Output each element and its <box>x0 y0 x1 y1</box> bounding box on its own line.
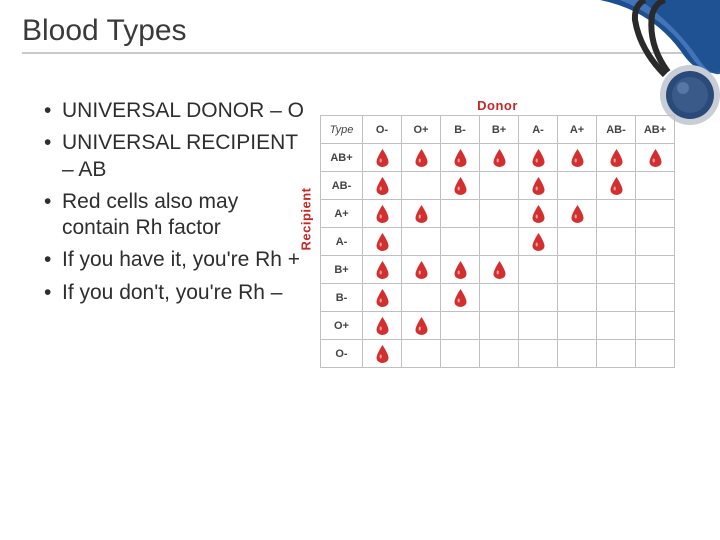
compat-cell <box>441 200 480 228</box>
compat-cell <box>402 284 441 312</box>
compat-cell <box>441 312 480 340</box>
compat-cell <box>402 228 441 256</box>
donor-column-header: B+ <box>480 116 519 144</box>
bullet-list: UNIVERSAL DONOR – O UNIVERSAL RECIPIENT –… <box>44 98 304 368</box>
compat-cell <box>558 228 597 256</box>
compat-cell <box>597 228 636 256</box>
compat-cell <box>558 200 597 228</box>
compat-cell <box>480 284 519 312</box>
list-item: If you have it, you're Rh + <box>44 247 304 273</box>
compat-cell <box>480 312 519 340</box>
compat-cell <box>519 340 558 368</box>
compat-cell <box>480 340 519 368</box>
compat-cell <box>519 256 558 284</box>
compat-cell <box>636 172 675 200</box>
donor-column-header: AB- <box>597 116 636 144</box>
compat-cell <box>441 256 480 284</box>
compat-cell <box>597 284 636 312</box>
donor-column-header: AB+ <box>636 116 675 144</box>
compat-cell <box>402 340 441 368</box>
compat-cell <box>636 340 675 368</box>
compat-cell <box>597 256 636 284</box>
recipient-row-header: AB- <box>321 172 363 200</box>
recipient-axis-label: Recipient <box>299 187 314 250</box>
donor-column-header: A+ <box>558 116 597 144</box>
compat-cell <box>363 312 402 340</box>
compat-cell <box>402 200 441 228</box>
compat-cell <box>363 256 402 284</box>
compat-cell <box>480 200 519 228</box>
recipient-row-header: O+ <box>321 312 363 340</box>
donor-column-header: A- <box>519 116 558 144</box>
compat-cell <box>636 200 675 228</box>
compat-cell <box>636 284 675 312</box>
content-area: UNIVERSAL DONOR – O UNIVERSAL RECIPIENT –… <box>0 60 720 368</box>
compat-cell <box>558 340 597 368</box>
compat-cell <box>480 228 519 256</box>
compat-cell <box>402 256 441 284</box>
compat-cell <box>558 256 597 284</box>
compat-cell <box>480 256 519 284</box>
compat-cell <box>441 340 480 368</box>
type-corner-cell: Type <box>321 116 363 144</box>
compat-cell <box>363 172 402 200</box>
compat-cell <box>519 312 558 340</box>
compat-cell <box>597 172 636 200</box>
compat-cell <box>480 172 519 200</box>
compat-cell <box>519 144 558 172</box>
list-item: Red cells also may contain Rh factor <box>44 189 304 242</box>
compat-cell <box>597 312 636 340</box>
compat-cell <box>363 228 402 256</box>
list-item: UNIVERSAL DONOR – O <box>44 98 304 124</box>
donor-column-header: O+ <box>402 116 441 144</box>
compat-cell <box>402 144 441 172</box>
compat-cell <box>402 172 441 200</box>
compat-cell <box>558 284 597 312</box>
compat-cell <box>636 256 675 284</box>
compat-cell <box>480 144 519 172</box>
recipient-row-header: A+ <box>321 200 363 228</box>
donor-column-header: B- <box>441 116 480 144</box>
compat-cell <box>558 144 597 172</box>
donor-column-header: O- <box>363 116 402 144</box>
recipient-row-header: AB+ <box>321 144 363 172</box>
compat-table: TypeO-O+B-B+A-A+AB-AB+AB+AB-A+A-B+B-O+O- <box>320 115 675 368</box>
donor-axis-label: Donor <box>320 98 675 113</box>
list-item: If you don't, you're Rh – <box>44 280 304 306</box>
compat-cell <box>558 172 597 200</box>
compat-cell <box>597 340 636 368</box>
compat-cell <box>441 144 480 172</box>
compat-cell <box>636 312 675 340</box>
compat-cell <box>441 228 480 256</box>
recipient-row-header: B- <box>321 284 363 312</box>
compat-cell <box>519 228 558 256</box>
compat-cell <box>636 144 675 172</box>
compat-cell <box>363 144 402 172</box>
blood-compat-chart: Donor Recipient TypeO-O+B-B+A-A+AB-AB+AB… <box>320 98 675 368</box>
compat-cell <box>519 172 558 200</box>
compat-cell <box>363 284 402 312</box>
recipient-row-header: A- <box>321 228 363 256</box>
list-item: UNIVERSAL RECIPIENT – AB <box>44 130 304 183</box>
compat-cell <box>363 200 402 228</box>
compat-cell <box>441 284 480 312</box>
compat-cell <box>597 144 636 172</box>
compat-cell <box>519 200 558 228</box>
recipient-row-header: B+ <box>321 256 363 284</box>
compat-cell <box>636 228 675 256</box>
compat-cell <box>597 200 636 228</box>
compat-cell <box>363 340 402 368</box>
compat-cell <box>402 312 441 340</box>
compat-cell <box>441 172 480 200</box>
compat-cell <box>519 284 558 312</box>
recipient-row-header: O- <box>321 340 363 368</box>
compat-cell <box>558 312 597 340</box>
